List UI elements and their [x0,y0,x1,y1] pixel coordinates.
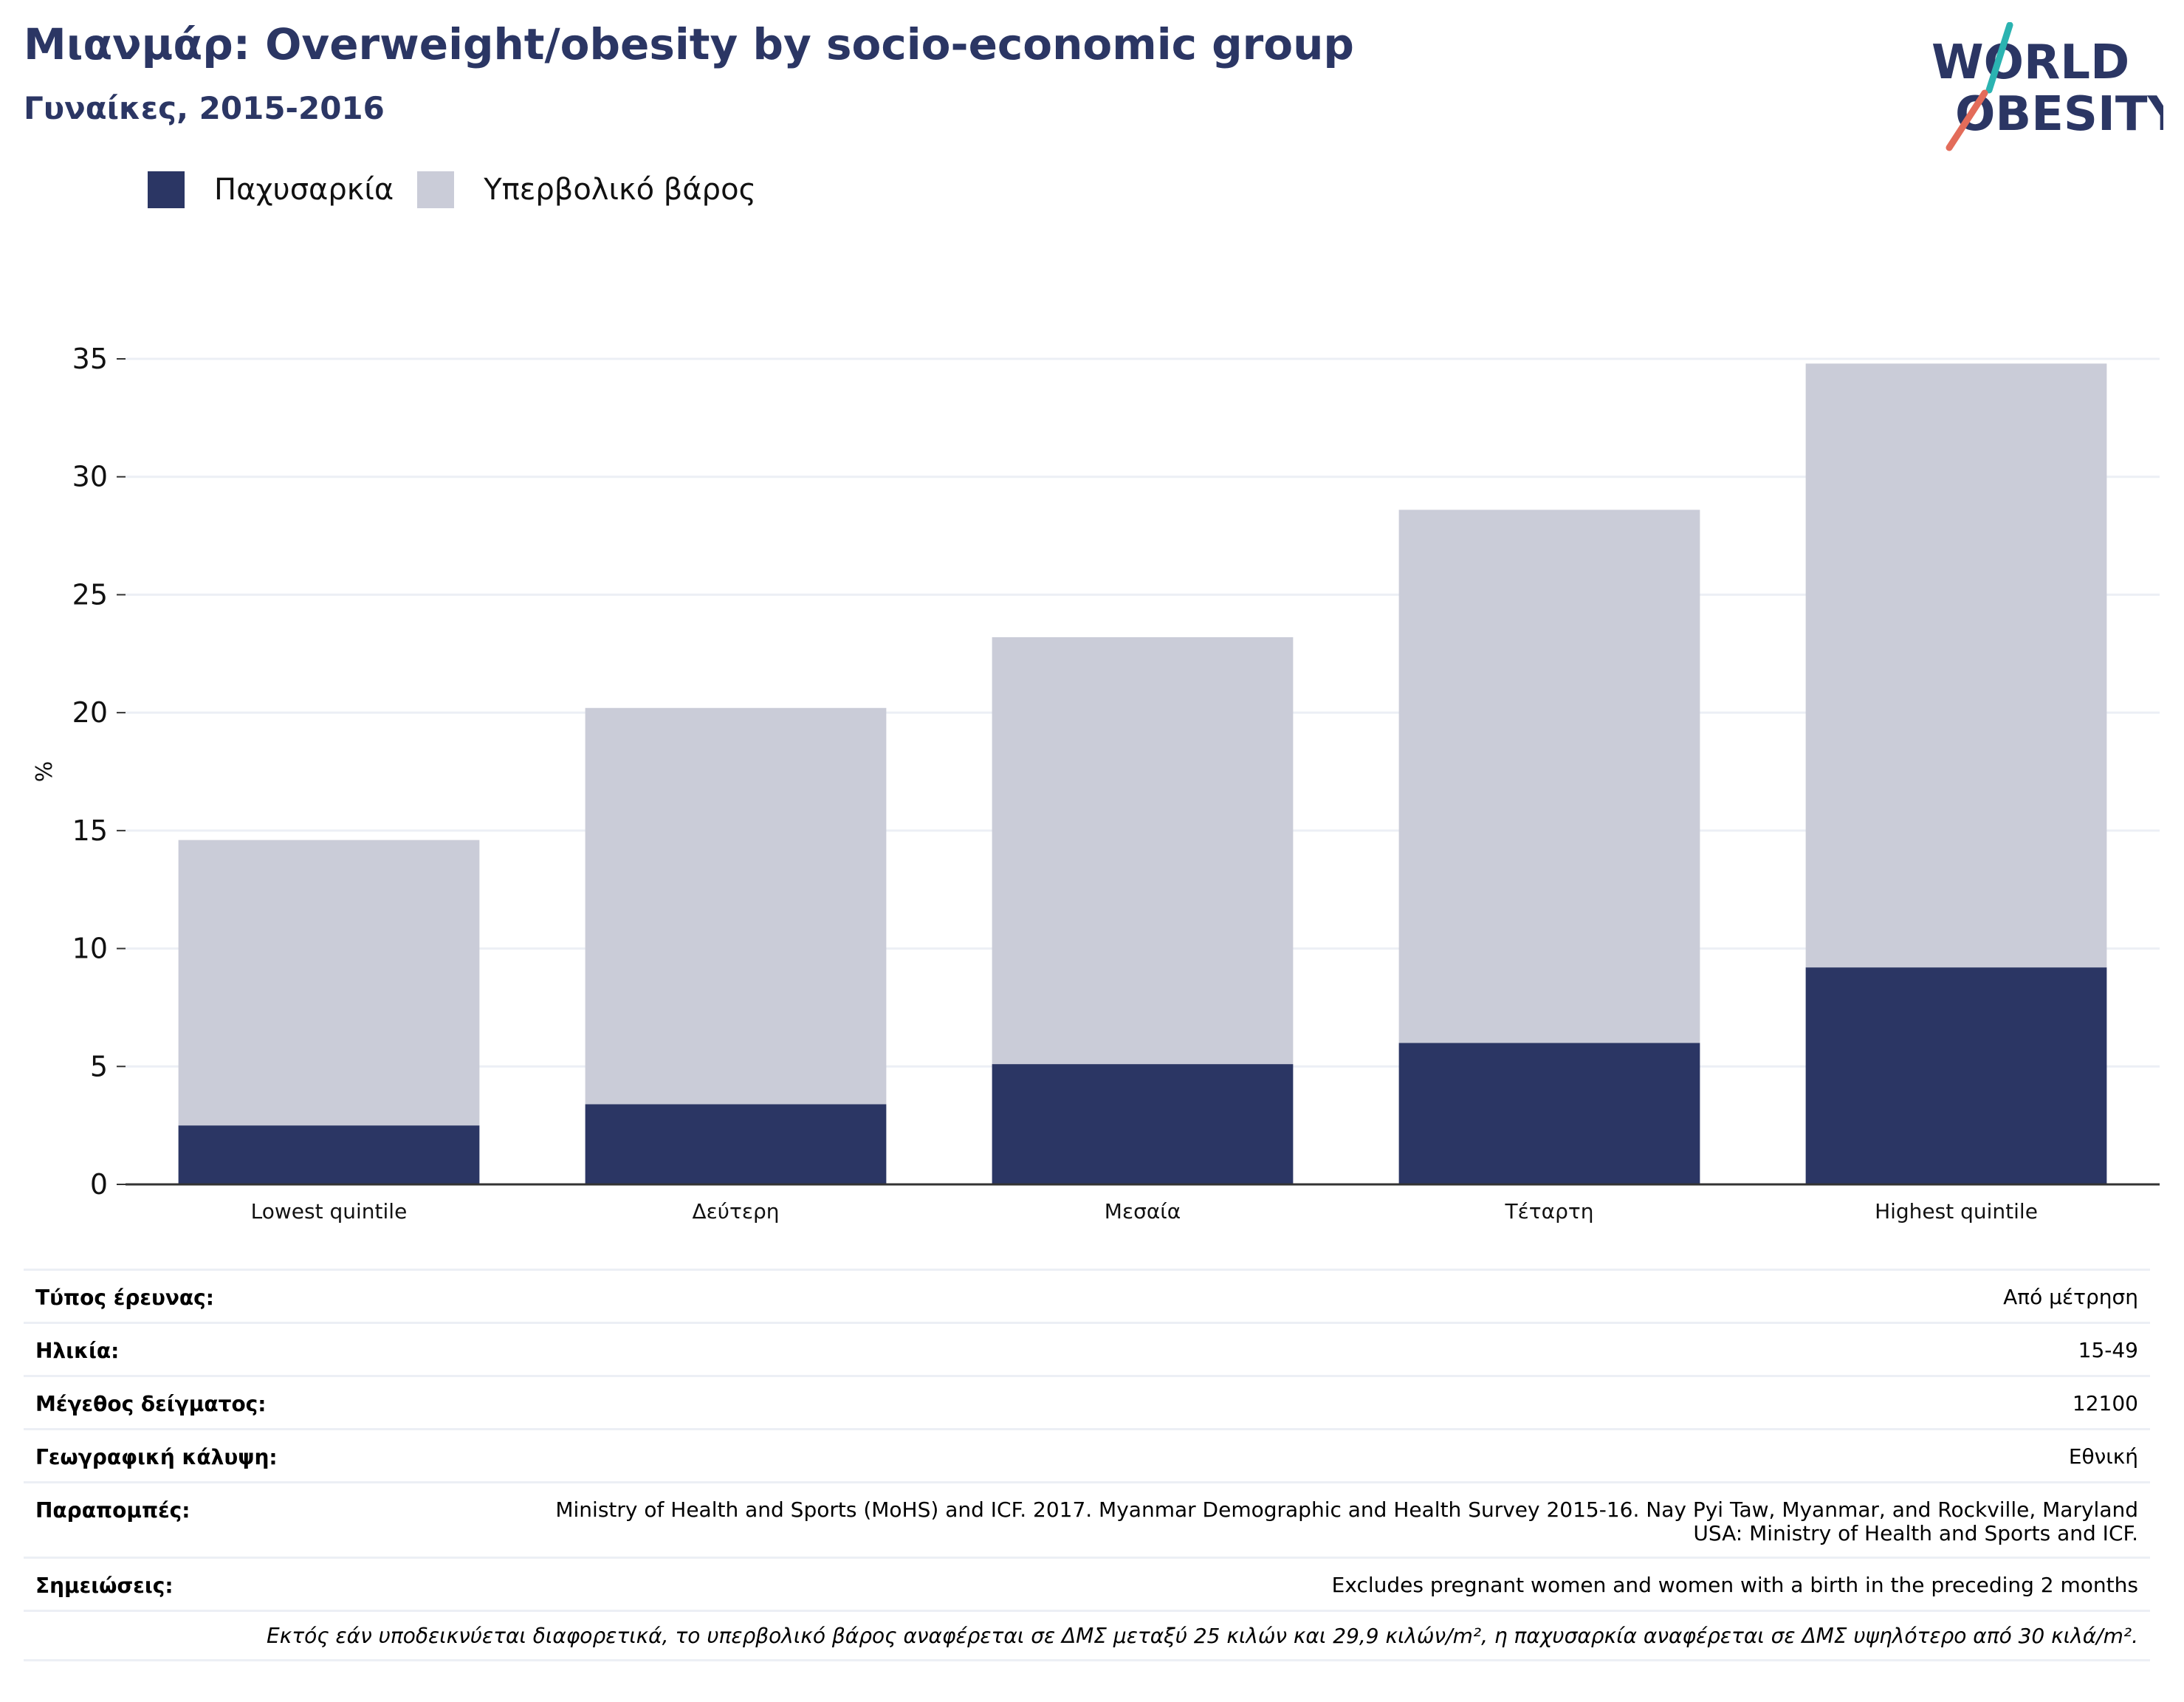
y-tick-label: 30 [72,461,108,493]
bar-segment-obesity [1398,1043,1700,1184]
legend-label-obesity: Παχυσαρκία [214,173,394,207]
chart-title: Μιανμάρ: Overweight/obesity by socio-eco… [24,19,1354,69]
meta-label: Μέγεθος δείγματος: [35,1392,267,1416]
legend-item-obesity: Παχυσαρκία [148,171,394,208]
x-tick-label: Highest quintile [1875,1199,2038,1224]
meta-value: 12100 [2072,1391,2138,1416]
meta-value: Excludes pregnant women and women with a… [1331,1573,2138,1597]
bar-segment-obesity [585,1104,887,1184]
meta-label: Σημειώσεις: [35,1574,174,1598]
meta-label: Γεωγραφική κάλυψη: [35,1445,278,1469]
stacked-bar-chart: 0 5 10 15 20 25 30 35% Lowest quintile Δεύτερη Μεσ… [32,343,2160,1224]
meta-row-survey-type: Τύπος έρευνας: Από μέτρηση [24,1269,2150,1322]
legend-label-overweight: Υπερβολικό βάρος [484,173,757,207]
logo-slash-teal [1985,22,2013,94]
bar-segment-overweight [585,707,887,1105]
legend-swatch-overweight [417,171,455,208]
meta-value: 15-49 [2078,1338,2138,1362]
logo-line1: WORLD [1931,35,2129,90]
meta-value: Εθνική [2068,1444,2138,1469]
bar-segment-overweight [178,840,480,1126]
chart-subtitle: Γυναίκες, 2015-2016 [24,90,385,126]
meta-label: Τύπος έρευνας: [35,1286,214,1310]
metadata-table: Τύπος έρευνας: Από μέτρηση Ηλικία: 15-49… [24,1269,2150,1661]
logo-slash-coral [1946,89,1988,151]
y-tick-label: 0 [90,1168,108,1201]
legend-swatch-obesity [148,171,185,208]
y-tick-label: 35 [72,343,108,375]
logo-line2: OBESITY [1955,87,2163,142]
x-tick-label: Μεσαία [1105,1199,1181,1224]
y-tick-label: 10 [72,933,108,965]
y-tick-label: 20 [72,696,108,729]
bar-segment-overweight [1805,363,2107,968]
meta-row-sample-size: Μέγεθος δείγματος: 12100 [24,1375,2150,1428]
bar-segment-overweight [1398,509,1700,1043]
bar-segment-obesity [178,1125,480,1184]
x-tick-label: Lowest quintile [251,1199,408,1224]
x-tick-label: Δεύτερη [692,1199,779,1224]
y-tick-label: 15 [72,814,108,847]
meta-label: Παραπομπές: [35,1498,190,1523]
x-tick-label: Τέταρτη [1505,1199,1594,1224]
bar-segment-obesity [1805,967,2107,1184]
footnote: Εκτός εάν υποδεικνύεται διαφορετικά, το … [24,1610,2150,1661]
bar-segment-overweight [992,636,1294,1065]
meta-value: Ministry of Health and Sports (MoHS) and… [555,1497,2138,1545]
meta-row-references: Παραπομπές: Ministry of Health and Sport… [24,1481,2150,1557]
bar-segment-obesity [992,1064,1294,1184]
meta-row-age: Ηλικία: 15-49 [24,1322,2150,1375]
y-axis-label: % [32,761,58,783]
meta-row-coverage: Γεωγραφική κάλυψη: Εθνική [24,1428,2150,1481]
y-tick-label: 5 [90,1050,108,1082]
y-tick-label: 25 [72,578,108,611]
world-obesity-logo: WORLD OBESITY [1931,22,2163,151]
meta-value: Από μέτρηση [2003,1285,2138,1309]
meta-row-notes: Σημειώσεις: Excludes pregnant women and … [24,1557,2150,1610]
meta-label: Ηλικία: [35,1339,120,1363]
legend: Παχυσαρκία Υπερβολικό βάρος [148,170,780,210]
legend-item-overweight: Υπερβολικό βάρος [417,171,756,208]
